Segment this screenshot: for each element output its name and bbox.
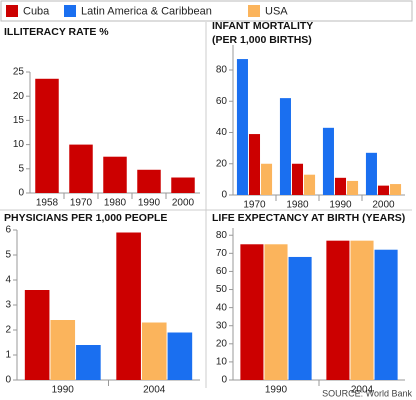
bar xyxy=(103,156,127,193)
bar xyxy=(347,180,359,195)
y-tick-label: 60 xyxy=(216,96,228,107)
bar xyxy=(279,98,291,195)
x-tick-label: 1990 xyxy=(265,385,288,396)
legend-box xyxy=(0,0,413,22)
x-tick-label: 1990 xyxy=(52,385,75,396)
y-tick-label: 5 xyxy=(5,250,11,261)
legend-label: Latin America & Caribbean xyxy=(81,5,212,17)
y-tick-label: 0 xyxy=(18,188,24,199)
y-tick-label: 4 xyxy=(5,275,11,286)
bar xyxy=(365,152,377,195)
legend-swatch xyxy=(6,5,18,17)
bar xyxy=(261,163,273,195)
bar xyxy=(350,240,374,380)
y-tick-label: 0 xyxy=(5,375,11,386)
chart-title: LIFE EXPECTANCY AT BIRTH (YEARS) xyxy=(212,212,405,224)
y-tick-label: 20 xyxy=(216,338,228,349)
bar xyxy=(248,134,261,195)
bar xyxy=(24,290,50,380)
y-tick-label: 80 xyxy=(216,230,228,241)
y-tick-label: 6 xyxy=(5,225,11,236)
y-tick-label: 40 xyxy=(216,127,228,138)
bar xyxy=(264,244,288,380)
legend-swatch xyxy=(248,5,260,17)
bar xyxy=(291,163,304,195)
bar xyxy=(171,177,195,193)
source: SOURCE: World Bank xyxy=(322,388,412,398)
x-tick-label: 1990 xyxy=(138,198,161,209)
x-tick-label: 1980 xyxy=(104,198,127,209)
bar xyxy=(76,345,101,380)
y-tick-label: 3 xyxy=(5,300,11,311)
y-tick-label: 10 xyxy=(13,139,25,150)
x-tick-label: 1990 xyxy=(329,200,352,211)
y-tick-label: 0 xyxy=(221,190,227,201)
bar xyxy=(141,322,167,380)
bar xyxy=(322,127,334,195)
x-tick-label: 2004 xyxy=(143,385,166,396)
bar xyxy=(167,332,193,380)
y-tick-label: 20 xyxy=(13,91,25,102)
bar xyxy=(288,256,312,380)
chart-title: ILLITERACY RATE % xyxy=(4,26,109,38)
bar xyxy=(116,232,141,380)
y-tick-label: 80 xyxy=(216,65,228,76)
x-tick-label: 2004 xyxy=(351,385,374,396)
y-tick-label: 20 xyxy=(216,158,228,169)
chart-title: PHYSICIANS PER 1,000 PEOPLE xyxy=(4,212,167,224)
x-tick-label: 1970 xyxy=(243,200,266,211)
y-tick-label: 60 xyxy=(216,266,228,277)
y-tick-label: 10 xyxy=(216,357,228,368)
bar xyxy=(69,144,93,193)
bar xyxy=(304,174,316,195)
legend-label: USA xyxy=(265,5,288,17)
x-tick-label: 2000 xyxy=(372,200,395,211)
y-tick-label: 25 xyxy=(13,67,25,78)
y-tick-label: 0 xyxy=(221,375,227,386)
y-tick-label: 5 xyxy=(18,163,24,174)
x-tick-label: 1980 xyxy=(286,200,309,211)
y-tick-label: 15 xyxy=(13,115,25,126)
x-tick-label: 1970 xyxy=(70,198,93,209)
bar xyxy=(377,185,390,195)
y-tick-label: 2 xyxy=(5,325,11,336)
x-tick-label: 2000 xyxy=(172,198,195,209)
y-tick-label: 70 xyxy=(216,248,228,259)
bar xyxy=(236,59,248,195)
y-tick-label: 30 xyxy=(216,320,228,331)
bar xyxy=(334,177,347,195)
x-tick-label: 1958 xyxy=(36,198,59,209)
bar xyxy=(50,320,76,380)
bar xyxy=(374,249,398,380)
bar xyxy=(137,169,161,193)
legend-label: Cuba xyxy=(23,5,50,17)
chart-subtitle: (PER 1,000 BIRTHS) xyxy=(212,34,312,46)
chart-title: INFANT MORTALITY xyxy=(212,20,313,32)
bar xyxy=(240,244,264,380)
legend-swatch xyxy=(64,5,76,17)
bar xyxy=(390,184,402,195)
y-tick-label: 1 xyxy=(5,350,11,361)
y-tick-label: 50 xyxy=(216,284,228,295)
bar xyxy=(35,78,59,193)
bar xyxy=(326,240,350,380)
y-tick-label: 40 xyxy=(216,302,228,313)
